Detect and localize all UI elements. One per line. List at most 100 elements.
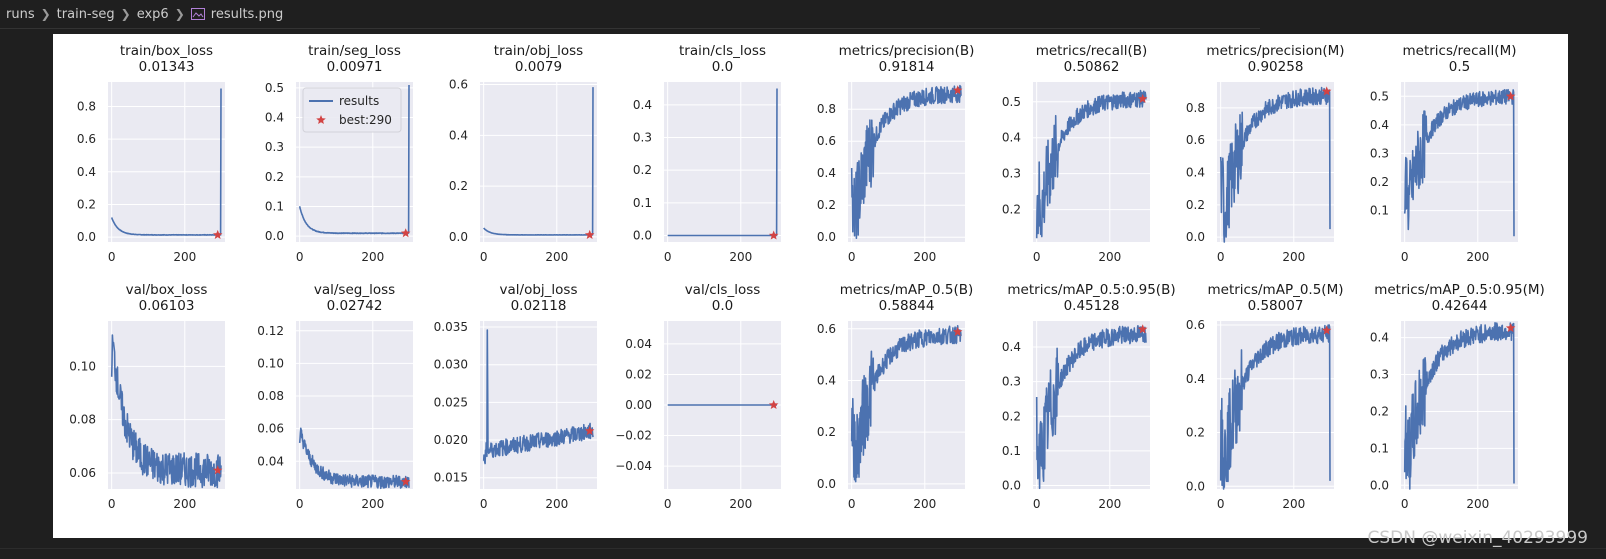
y-tick-label: 0.1 [1370, 204, 1389, 218]
x-tick-label: 200 [545, 250, 568, 264]
y-tick-label: 0.5 [1002, 95, 1021, 109]
best-marker [400, 228, 411, 238]
subplot-title: metrics/mAP_0.5:0.95(M) [1374, 282, 1545, 298]
x-tick-label: 200 [913, 250, 936, 264]
subplot-val-cls-loss: −0.04 −0.02 0.00 0.02 0.04 0 200 val/cls_loss0.… [615, 282, 781, 511]
subplot-title: metrics/recall(M) [1403, 43, 1517, 59]
y-tick-label: 0.10 [257, 356, 284, 370]
best-marker [1505, 323, 1516, 333]
y-tick-label: 0.2 [1370, 175, 1389, 189]
x-tick-label: 0 [664, 250, 672, 264]
breadcrumb-item-runs[interactable]: runs [6, 6, 35, 22]
subplot-metrics-precision-m-: 0.0 0.2 0.4 0.6 0.8 0 200 metrics/precision(M)0… [1186, 43, 1345, 264]
best-marker [212, 465, 223, 475]
y-tick-label: 0.4 [1370, 331, 1389, 345]
breadcrumb-item-results-png[interactable]: results.png [210, 6, 284, 22]
axes-background [1033, 321, 1150, 489]
x-tick-label: 0 [108, 497, 116, 511]
y-tick-label: 0.6 [449, 78, 468, 92]
legend-star-swatch [316, 115, 326, 124]
y-tick-label: 0.00 [625, 398, 652, 412]
y-tick-label: 0.0 [1186, 479, 1205, 493]
legend-box [302, 87, 402, 133]
best-marker [952, 326, 963, 336]
breadcrumb-item-train-seg[interactable]: train-seg [56, 6, 115, 22]
y-tick-label: 0.5 [1370, 89, 1389, 103]
y-tick-label: 0.0 [817, 230, 836, 244]
subplot-final-value: 0.02742 [327, 298, 383, 314]
subplot-final-value: 0.91814 [879, 59, 935, 75]
y-tick-label: 0.3 [633, 131, 652, 145]
y-tick-label: 0.06 [257, 422, 284, 436]
x-tick-label: 0 [480, 250, 488, 264]
best-marker [768, 230, 779, 240]
x-tick-label: 200 [173, 497, 196, 511]
subplot-title: metrics/mAP_0.5(M) [1208, 282, 1344, 298]
y-tick-label: 0.6 [1186, 318, 1205, 332]
y-tick-label: 0.4 [1002, 131, 1021, 145]
subplot-final-value: 0.01343 [139, 59, 195, 75]
image-preview[interactable]: 0.0 0.2 0.4 0.6 0.8 0 200 train/box_loss 0.01343… [53, 34, 1568, 538]
x-tick-label: 200 [361, 497, 384, 511]
x-tick-label: 0 [296, 250, 304, 264]
y-tick-label: 0.035 [434, 320, 468, 334]
best-marker [1137, 93, 1148, 103]
best-marker [1505, 91, 1516, 101]
results-line [1035, 325, 1147, 490]
y-tick-label: 0.4 [1186, 166, 1205, 180]
y-tick-label: 0.4 [1370, 118, 1389, 132]
y-tick-label: 0.2 [1370, 404, 1389, 418]
y-tick-label: 0.4 [77, 165, 96, 179]
subplot-final-value: 0.58844 [879, 298, 935, 314]
y-tick-label: 0.04 [257, 454, 284, 468]
results-line [1403, 88, 1515, 237]
y-tick-label: 0.4 [817, 373, 836, 387]
axes-background [664, 82, 781, 242]
subplot-title: val/box_loss [126, 282, 208, 298]
x-tick-label: 0 [296, 497, 304, 511]
x-tick-label: 200 [1282, 250, 1305, 264]
x-tick-label: 0 [848, 250, 856, 264]
breadcrumb: runs ❯ train-seg ❯ exp6 ❯ results.png [0, 0, 1606, 28]
results-line [110, 88, 222, 236]
y-tick-label: 0.10 [69, 359, 96, 373]
subplot-final-value: 0.00971 [327, 59, 383, 75]
subplot-final-value: 0.42644 [1432, 298, 1488, 314]
y-tick-label: 0.2 [1002, 203, 1021, 217]
y-tick-label: 0.4 [265, 111, 284, 125]
results-line [110, 334, 222, 489]
subplot-final-value: 0.90258 [1248, 59, 1304, 75]
results-line [1035, 89, 1147, 239]
y-tick-label: 0.04 [625, 337, 652, 351]
x-tick-label: 0 [848, 497, 856, 511]
y-tick-label: 0.1 [1370, 441, 1389, 455]
results-line [667, 88, 778, 237]
y-tick-label: 0.0 [1370, 478, 1389, 492]
x-tick-label: 200 [1466, 250, 1489, 264]
y-tick-label: 0.0 [1002, 479, 1021, 493]
best-marker [584, 229, 595, 239]
results-line [1403, 322, 1515, 490]
y-tick-label: 0.02 [625, 367, 652, 381]
x-tick-label: 200 [1282, 497, 1305, 511]
results-line [850, 325, 962, 483]
x-tick-label: 0 [108, 250, 116, 264]
subplot-train-seg-loss: 0.0 0.1 0.2 0.3 0.4 0.5 0 200 train/seg_loss0.00… [265, 43, 413, 264]
watermark: CSDN @weixin_40293999 [1367, 528, 1588, 548]
chevron-right-icon: ❯ [40, 7, 51, 21]
subplot-title: val/cls_loss [685, 282, 761, 298]
subplot-title: metrics/precision(M) [1206, 43, 1344, 59]
y-tick-label: 0.4 [817, 166, 836, 180]
y-tick-label: −0.02 [615, 429, 652, 443]
y-tick-label: −0.04 [615, 459, 652, 473]
breadcrumb-item-exp6[interactable]: exp6 [136, 6, 169, 22]
image-file-icon [190, 8, 205, 20]
y-tick-label: 0.06 [69, 466, 96, 480]
results-line [1219, 324, 1331, 490]
chevron-right-icon: ❯ [174, 7, 185, 21]
subplot-final-value: 0.0079 [515, 59, 562, 75]
subplot-val-seg-loss: 0.04 0.06 0.08 0.10 0.12 0 200 val/seg_loss0.02… [257, 282, 413, 511]
